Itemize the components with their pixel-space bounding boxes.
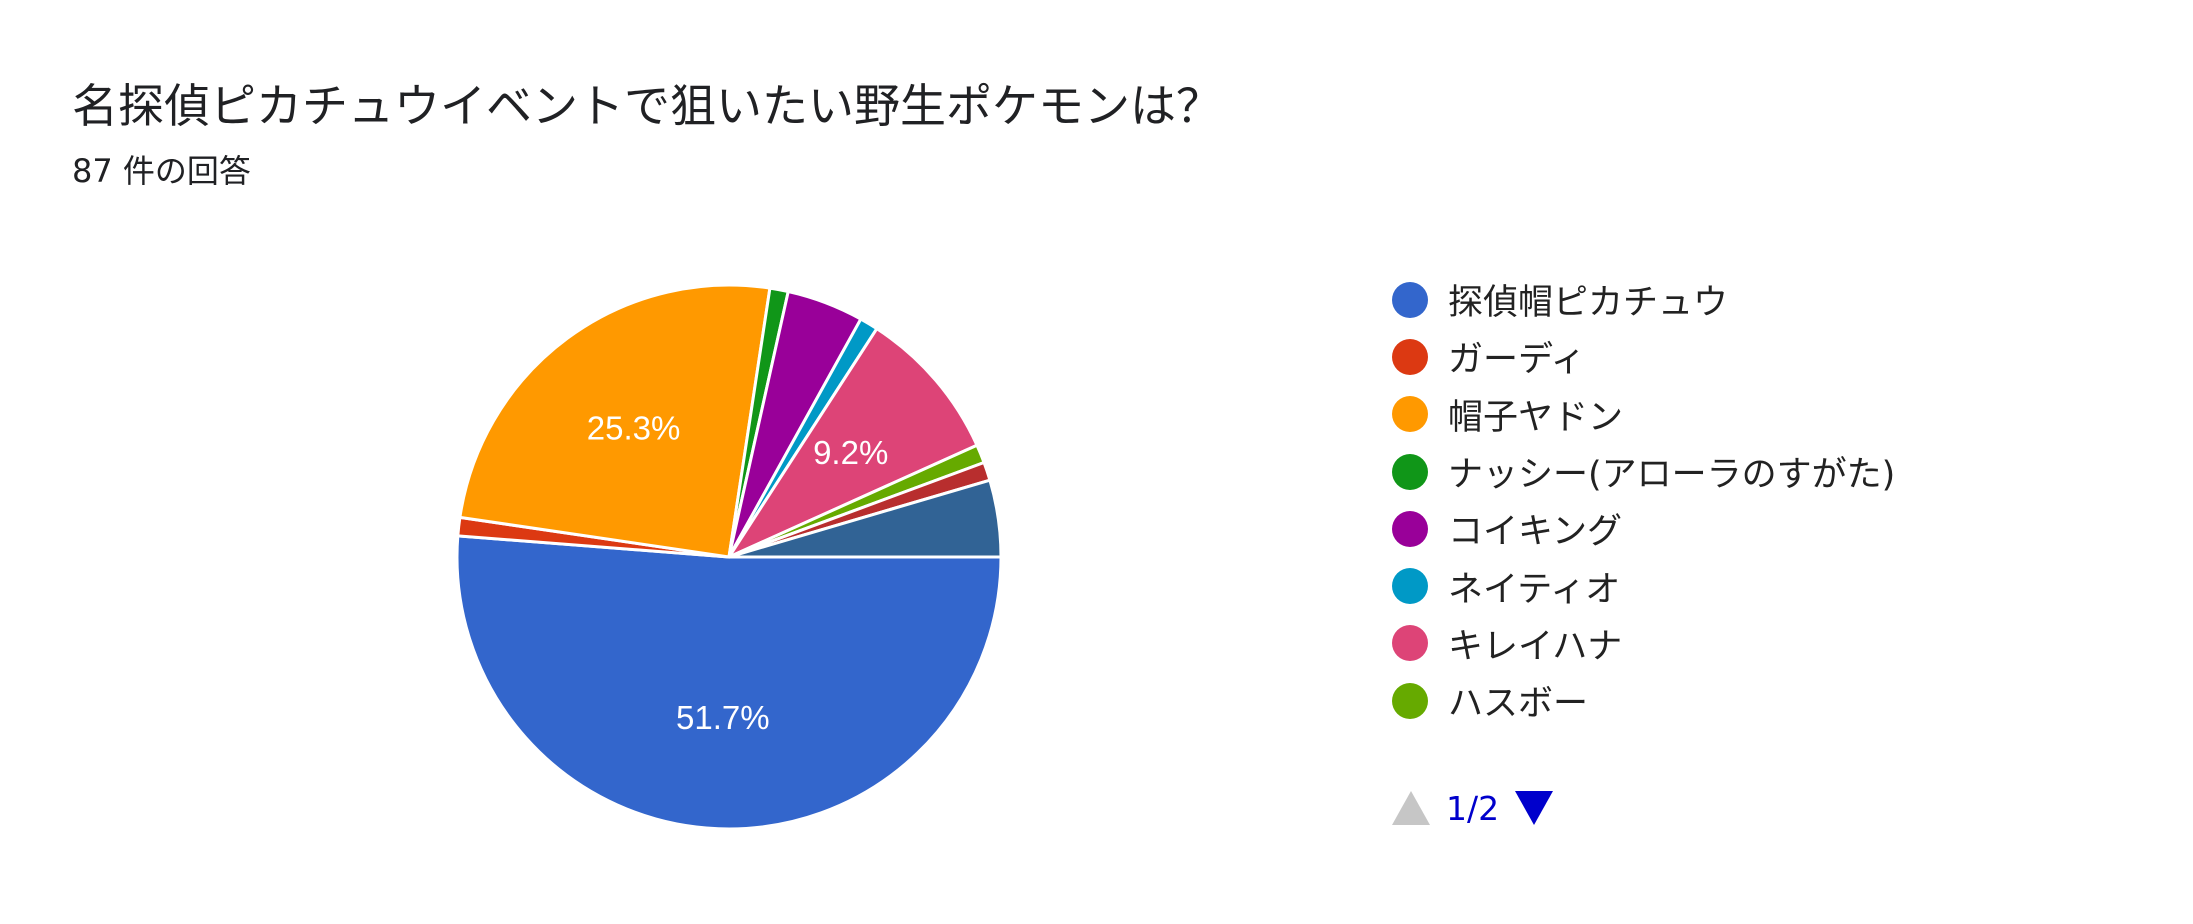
- chart-legend: 探偵帽ピカチュウ ガーディ帽子ヤドンナッシー(アローラのすがた) コイキングネイティ…: [1392, 271, 1895, 729]
- legend-label: コイキング: [1448, 512, 1622, 553]
- pie-slice[interactable]: [458, 283, 772, 559]
- chart-title: 名探偵ピカチュウイベントで狙いたい野生ポケモンは？: [72, 79, 1222, 133]
- legend-swatch: [1392, 568, 1428, 605]
- legend-item: 探偵帽ピカチュウ: [1392, 271, 1895, 328]
- legend-swatch: [1392, 281, 1428, 318]
- legend-label: ガーディ: [1448, 340, 1586, 381]
- legend-page-indicator: 1/2: [1446, 788, 1500, 828]
- legend-swatch: [1392, 338, 1428, 375]
- legend-item: 帽子ヤドン: [1392, 386, 1895, 443]
- pie-data-label: 25.3%: [587, 410, 681, 447]
- pie-data-label: 51.7%: [676, 699, 770, 736]
- triangle-down-icon[interactable]: [1515, 791, 1554, 825]
- pie-slice[interactable]: [727, 327, 979, 559]
- legend-item: ネイティオ: [1392, 557, 1895, 614]
- legend-swatch: [1392, 625, 1428, 662]
- legend-item: ハスボー: [1392, 672, 1895, 729]
- pie-slice[interactable]: [727, 478, 1003, 559]
- legend-label: ハスボー: [1448, 684, 1589, 725]
- pie-slices: [455, 283, 1003, 831]
- legend-swatch: [1392, 682, 1428, 719]
- legend-swatch: [1392, 396, 1428, 433]
- legend-label: ナッシー(アローラのすがた): [1448, 455, 1896, 496]
- legend-item: ナッシー(アローラのすがた): [1392, 443, 1895, 500]
- legend-swatch: [1392, 453, 1428, 490]
- legend-swatch: [1392, 510, 1428, 547]
- legend-label: 帽子ヤドン: [1448, 397, 1624, 438]
- legend-label: 探偵帽ピカチュウ: [1448, 283, 1729, 324]
- legend-label: ネイティオ: [1448, 569, 1621, 610]
- legend-item: ガーディ: [1392, 328, 1895, 385]
- legend-label: キレイハナ: [1448, 626, 1623, 667]
- legend-pagination: 1/2: [1392, 786, 1554, 830]
- pie-data-label: 9.2%: [813, 434, 888, 471]
- triangle-up-icon[interactable]: [1392, 791, 1430, 825]
- pie-slice[interactable]: [455, 534, 1003, 831]
- legend-item: コイキング: [1392, 500, 1895, 557]
- pie-data-labels: 51.7% 25.3% 9.2%: [587, 410, 888, 736]
- legend-item: キレイハナ: [1392, 615, 1895, 672]
- response-count: 87 件の回答: [72, 152, 251, 190]
